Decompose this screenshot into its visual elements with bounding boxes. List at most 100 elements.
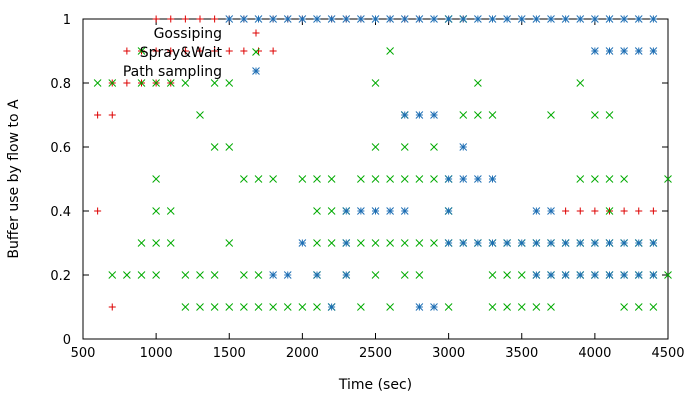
data-point-path-sampling (605, 47, 614, 55)
data-point-spray-wait (400, 239, 409, 247)
data-point-spray-wait (181, 303, 190, 311)
data-point-path-sampling (269, 15, 277, 23)
data-point-spray-wait (605, 207, 614, 215)
data-point-spray-wait (181, 271, 190, 279)
data-point-path-sampling (298, 239, 307, 247)
data-point-spray-wait (591, 175, 599, 183)
data-point-gossiping (152, 15, 160, 23)
data-point-spray-wait (415, 271, 424, 279)
data-point-gossiping (225, 47, 233, 55)
data-point-spray-wait (123, 271, 131, 279)
data-point-path-sampling (605, 271, 614, 279)
data-point-gossiping (94, 207, 102, 215)
data-point-spray-wait (591, 111, 599, 119)
data-point-path-sampling (444, 239, 453, 247)
data-point-spray-wait (459, 111, 468, 119)
data-point-spray-wait (430, 239, 438, 247)
data-point-path-sampling (400, 207, 409, 215)
data-point-path-sampling (576, 271, 585, 279)
data-point-spray-wait (240, 271, 248, 279)
y-tick-label: 0.2 (50, 269, 71, 284)
data-point-gossiping (255, 47, 262, 55)
data-point-path-sampling (400, 111, 409, 119)
data-point-spray-wait (313, 239, 321, 247)
data-point-spray-wait (649, 303, 658, 311)
data-point-path-sampling (649, 47, 658, 55)
data-point-spray-wait (357, 303, 365, 311)
data-point-gossiping (620, 207, 628, 215)
data-point-gossiping (211, 15, 219, 23)
data-point-gossiping (240, 47, 248, 55)
data-point-spray-wait (547, 303, 555, 311)
data-point-path-sampling (371, 15, 380, 23)
data-point-path-sampling (474, 239, 482, 247)
data-point-spray-wait (269, 175, 277, 183)
data-point-path-sampling (327, 15, 336, 23)
data-point-path-sampling (605, 15, 614, 23)
data-point-spray-wait (488, 111, 497, 119)
data-point-path-sampling (503, 239, 511, 247)
data-point-path-sampling (561, 239, 570, 247)
data-point-spray-wait (634, 303, 643, 311)
data-point-path-sampling (532, 271, 541, 279)
data-point-spray-wait (371, 239, 380, 247)
data-point-spray-wait (517, 271, 526, 279)
data-point-path-sampling (532, 15, 541, 23)
data-point-path-sampling (576, 15, 585, 23)
data-point-path-sampling (327, 303, 336, 311)
legend: Gossiping Spray&Wait Path sampling (123, 26, 260, 80)
data-point-path-sampling (342, 15, 351, 23)
data-point-path-sampling (269, 271, 277, 279)
data-point-gossiping (108, 111, 116, 119)
data-point-path-sampling (459, 175, 468, 183)
data-point-spray-wait (620, 175, 628, 183)
data-point-spray-wait (400, 143, 409, 151)
data-point-spray-wait (108, 271, 117, 279)
data-point-spray-wait (166, 79, 175, 87)
data-point-spray-wait (386, 47, 394, 55)
data-point-path-sampling (649, 15, 658, 23)
data-point-spray-wait (371, 143, 380, 151)
data-point-path-sampling (517, 239, 526, 247)
data-point-spray-wait (152, 175, 160, 183)
data-point-spray-wait (576, 175, 585, 183)
data-point-spray-wait (327, 239, 336, 247)
data-point-path-sampling (547, 271, 555, 279)
data-point-spray-wait (196, 303, 204, 311)
data-point-path-sampling (474, 15, 482, 23)
data-point-spray-wait (254, 271, 263, 279)
data-point-gossiping (196, 15, 204, 23)
data-point-path-sampling (591, 47, 599, 55)
data-point-path-sampling (488, 15, 497, 23)
data-point-spray-wait (503, 271, 511, 279)
data-point-path-sampling (517, 15, 526, 23)
data-point-spray-wait (664, 175, 672, 183)
data-point-path-sampling (430, 111, 438, 119)
data-point-spray-wait (327, 175, 336, 183)
x-tick-label: 500 (71, 346, 96, 361)
legend-marker-path-sampling (252, 67, 260, 75)
data-point-path-sampling (488, 239, 497, 247)
data-point-spray-wait (240, 303, 248, 311)
data-point-spray-wait (254, 175, 263, 183)
data-point-path-sampling (459, 143, 468, 151)
data-point-path-sampling (444, 175, 453, 183)
data-point-spray-wait (152, 271, 160, 279)
data-point-path-sampling (591, 15, 599, 23)
data-point-path-sampling (430, 15, 438, 23)
data-point-spray-wait (181, 79, 190, 87)
data-point-path-sampling (547, 239, 555, 247)
data-point-path-sampling (415, 15, 424, 23)
data-point-spray-wait (166, 239, 175, 247)
data-point-spray-wait (474, 111, 482, 119)
data-point-path-sampling (415, 111, 424, 119)
x-tick-label: 1000 (140, 346, 173, 361)
legend-markers (252, 29, 260, 75)
data-point-path-sampling (400, 15, 409, 23)
data-point-path-sampling (620, 271, 628, 279)
axis-tick-labels: 500 1000 1500 2000 2500 3000 3500 4000 4500 0 0.2 0… (50, 13, 684, 361)
y-tick-label: 0 (63, 333, 71, 348)
data-point-spray-wait (225, 303, 234, 311)
data-point-path-sampling (591, 239, 599, 247)
data-point-spray-wait (371, 175, 380, 183)
